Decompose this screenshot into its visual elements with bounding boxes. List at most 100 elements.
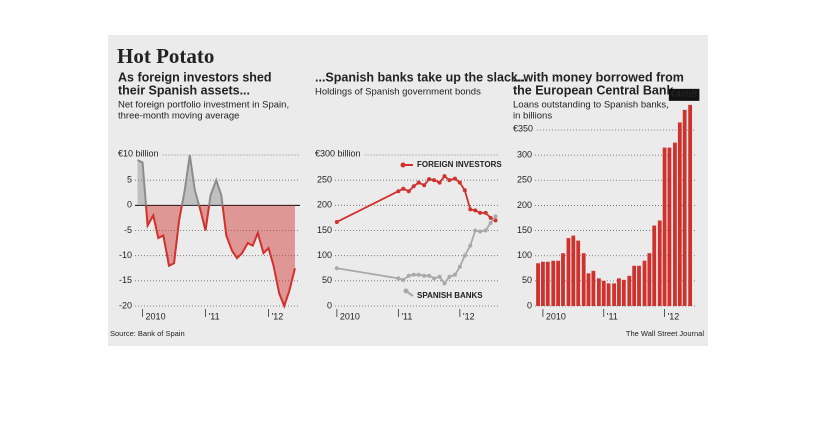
y-tick-label: 5	[127, 175, 132, 185]
subtitle: ...Spanish banks take up the slack...	[315, 70, 528, 84]
point	[427, 177, 432, 182]
bar	[545, 261, 550, 306]
point	[422, 273, 427, 278]
y-tick-label: 250	[317, 175, 332, 185]
point	[427, 273, 432, 278]
point	[396, 189, 401, 194]
point	[468, 207, 473, 212]
bar	[632, 265, 637, 306]
y-tick-label: -20	[119, 300, 132, 310]
y-tick-label: -5	[124, 225, 132, 235]
point	[416, 272, 421, 277]
point	[478, 210, 483, 215]
point	[493, 214, 498, 219]
x-tick-label: 2010	[546, 311, 566, 321]
value-label: €400B	[668, 88, 700, 101]
point	[468, 243, 473, 248]
credit: The Wall Street Journal	[626, 329, 704, 338]
bar	[657, 220, 662, 306]
x-tick-label: '11	[401, 311, 412, 321]
point	[334, 266, 339, 271]
y-tick-label: 0	[327, 300, 332, 310]
x-tick-label: '12	[463, 311, 475, 321]
bar	[556, 260, 561, 306]
bar	[581, 253, 586, 306]
point	[432, 276, 437, 281]
bar	[561, 253, 565, 306]
legend-arrow-head	[400, 162, 406, 168]
y-tick-label: 100	[317, 250, 332, 260]
note: in billions	[513, 111, 552, 122]
point	[452, 176, 457, 181]
bar	[606, 283, 611, 306]
point	[473, 208, 478, 213]
point	[432, 178, 437, 183]
bar	[601, 280, 606, 306]
bar	[673, 142, 677, 306]
point	[437, 274, 442, 279]
line	[137, 154, 296, 309]
y-tick-label: -10	[119, 250, 132, 260]
x-tick-label: '12	[272, 311, 284, 321]
bar	[667, 147, 672, 306]
subtitle: As foreign investors shed	[118, 70, 272, 84]
bar	[586, 273, 591, 306]
source: Source: Bank of Spain	[110, 329, 185, 338]
subtitle: ...with money borrowed from	[513, 70, 684, 84]
y-tick-label: 200	[517, 200, 532, 210]
point	[416, 180, 421, 185]
x-tick-label: '11	[209, 311, 220, 321]
bar	[617, 278, 621, 306]
bar	[571, 235, 576, 306]
point	[457, 180, 462, 185]
bar	[566, 238, 571, 306]
bar	[682, 109, 687, 306]
y-tick-label: -15	[119, 275, 132, 285]
bar	[677, 122, 682, 306]
note: Holdings of Spanish government bonds	[315, 87, 481, 98]
legend-label: SPANISH BANKS	[417, 291, 483, 300]
bar	[612, 283, 616, 306]
y-tick-label: 50	[522, 275, 532, 285]
point	[452, 272, 457, 277]
point	[447, 178, 452, 183]
legend-arrow-head	[403, 288, 409, 294]
bar	[637, 265, 641, 306]
point	[406, 273, 411, 278]
y-tick-label: €300 billion	[315, 148, 361, 158]
point	[462, 253, 467, 258]
bar	[551, 260, 556, 306]
bar	[642, 260, 647, 306]
y-tick-label: 50	[322, 275, 332, 285]
note: Loans outstanding to Spanish banks,	[513, 100, 669, 111]
bar	[662, 147, 667, 306]
x-tick-label: '11	[607, 311, 618, 321]
note: three-month moving average	[118, 111, 239, 122]
y-tick-label: 250	[517, 175, 532, 185]
bar	[621, 279, 626, 306]
point	[493, 218, 498, 223]
bar	[541, 261, 545, 306]
bar	[596, 278, 601, 306]
bar	[576, 240, 581, 306]
point	[447, 274, 452, 279]
point	[422, 183, 427, 188]
subtitle: the European Central Bank.	[513, 83, 677, 97]
subtitle: their Spanish assets...	[118, 83, 250, 97]
point	[411, 272, 416, 277]
bar	[688, 104, 693, 306]
point	[462, 188, 467, 193]
y-tick-label: 300	[517, 150, 532, 160]
bar	[647, 253, 652, 306]
point	[401, 186, 406, 191]
y-tick-label: 200	[317, 200, 332, 210]
y-tick-label: 0	[527, 300, 532, 310]
y-tick-label: €10 billion	[118, 148, 159, 158]
point	[396, 276, 401, 281]
point	[457, 264, 462, 269]
point	[401, 277, 406, 282]
point	[488, 220, 493, 225]
y-tick-label: 100	[517, 250, 532, 260]
point	[473, 228, 478, 233]
